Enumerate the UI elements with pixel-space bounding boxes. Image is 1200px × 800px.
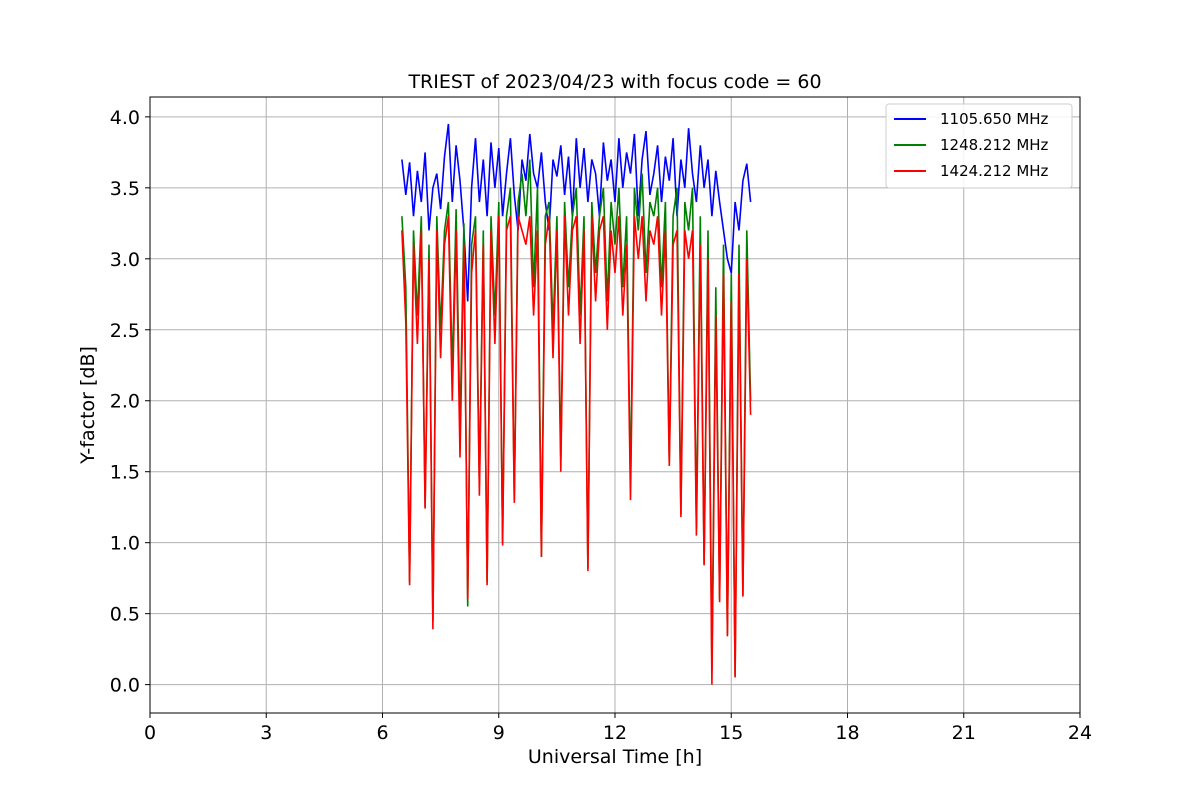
x-axis-label: Universal Time [h] [528, 746, 702, 768]
y-tick-label: 0.5 [110, 604, 140, 626]
legend-label: 1248.212 MHz [940, 136, 1049, 154]
y-tick-label: 3.5 [110, 178, 140, 200]
y-axis-label: Y-factor [dB] [77, 346, 99, 465]
y-tick-label: 2.5 [110, 320, 140, 342]
x-tick-label: 3 [260, 722, 272, 744]
y-tick-label: 2.0 [110, 391, 140, 413]
x-tick-label: 21 [952, 722, 976, 744]
series-line-3 [401, 215, 752, 685]
y-tick-label: 1.5 [110, 462, 140, 484]
y-tick-label: 1.0 [110, 533, 140, 555]
x-tick-label: 24 [1068, 722, 1092, 744]
x-tick-label: 0 [144, 722, 156, 744]
legend: 1105.650 MHz 1248.212 MHz 1424.212 MHz [885, 103, 1073, 189]
y-axis: 0.0 0.5 1.0 1.5 2.0 2.5 3.0 3.5 4.0 [110, 107, 150, 697]
y-tick-label: 0.0 [110, 675, 140, 697]
legend-label: 1105.650 MHz [940, 110, 1049, 128]
y-tick-label: 4.0 [110, 107, 140, 129]
x-tick-label: 18 [835, 722, 859, 744]
x-axis: 0 3 6 9 12 15 18 21 24 [144, 713, 1092, 744]
chart-title: TRIEST of 2023/04/23 with focus code = 6… [407, 71, 821, 93]
x-tick-label: 15 [719, 722, 743, 744]
legend-box [885, 103, 1073, 189]
series-line-1 [401, 123, 752, 302]
legend-label: 1424.212 MHz [940, 162, 1049, 180]
x-tick-label: 6 [376, 722, 388, 744]
y-tick-label: 3.0 [110, 249, 140, 271]
series-layer [401, 123, 752, 685]
x-tick-label: 12 [603, 722, 627, 744]
x-tick-label: 9 [493, 722, 505, 744]
